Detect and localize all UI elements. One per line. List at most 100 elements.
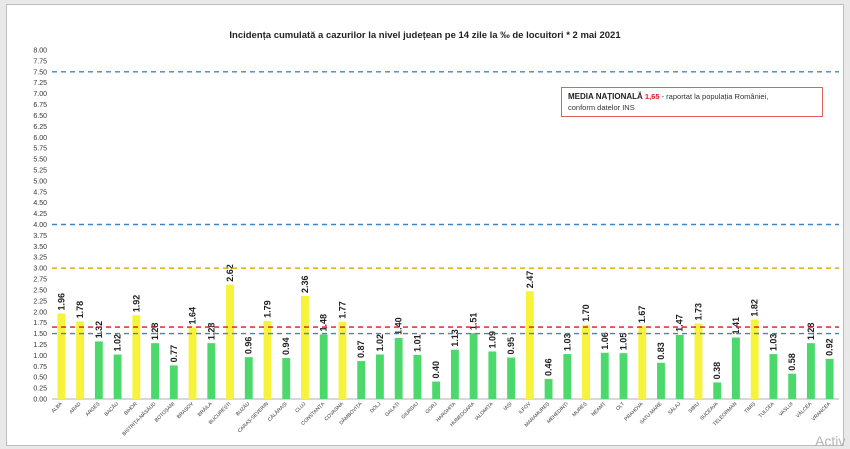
- bar-value-label: 0.38: [712, 362, 722, 380]
- y-tick-label: 1.75: [33, 320, 47, 327]
- bar-value-label: 1.02: [113, 334, 123, 352]
- national-average-text-1: - raportat la populația României,: [659, 92, 769, 101]
- category-label: BIHOR: [123, 401, 139, 417]
- category-label: BISTRIȚA-NĂSĂUD: [121, 400, 158, 437]
- y-tick-label: 0.00: [33, 397, 47, 404]
- bar: [806, 343, 815, 399]
- y-tick-label: 1.00: [33, 353, 47, 360]
- bar-value-label: 0.92: [825, 338, 835, 356]
- bar: [338, 321, 347, 399]
- y-tick-label: 7.25: [33, 80, 47, 87]
- y-tick-label: 1.25: [33, 342, 47, 349]
- category-label: CĂLĂRAȘI: [266, 400, 288, 422]
- bar-value-label: 1.06: [600, 332, 610, 350]
- bar: [113, 354, 122, 399]
- chart-title: Incidența cumulată a cazurilor la nivel …: [229, 30, 621, 41]
- bar-value-label: 2.36: [300, 276, 310, 294]
- bar-value-label: 1.73: [693, 303, 703, 321]
- bar-value-label: 0.94: [281, 337, 291, 355]
- category-label: MUREȘ: [571, 401, 588, 418]
- y-tick-label: 3.50: [33, 244, 47, 251]
- national-average-value: 1,65: [644, 92, 660, 101]
- bar-value-label: 1.28: [806, 323, 816, 341]
- bar-value-label: 1.70: [581, 304, 591, 322]
- category-label: TULCEA: [758, 401, 777, 420]
- y-tick-label: 5.50: [33, 157, 47, 164]
- bar: [732, 337, 740, 399]
- bar-value-label: 2.62: [225, 264, 235, 282]
- bar-value-label: 1.05: [619, 333, 629, 351]
- category-label: OLT: [615, 401, 626, 412]
- bar: [169, 365, 178, 399]
- y-tick-label: 4.00: [33, 222, 47, 229]
- chart-frame: Incidența cumulată a cazurilor la nivel …: [6, 4, 846, 449]
- bar: [788, 373, 797, 399]
- category-label: ARAD: [68, 401, 82, 415]
- bar-value-label: 1.92: [131, 295, 141, 313]
- bar: [226, 284, 234, 399]
- y-tick-label: 7.50: [33, 69, 47, 76]
- category-label: VÂLCEA: [794, 400, 813, 419]
- bar: [544, 378, 553, 399]
- bar: [600, 352, 609, 399]
- y-tick-label: 6.00: [33, 135, 47, 142]
- bar-value-label: 1.01: [412, 334, 422, 352]
- category-label: CLUJ: [294, 401, 307, 414]
- bar-value-label: 0.83: [656, 342, 666, 360]
- y-tick-label: 1.50: [33, 331, 47, 338]
- bar: [282, 357, 291, 399]
- category-label: NEAMȚ: [591, 401, 608, 418]
- bar: [57, 313, 66, 399]
- category-label: GALAȚI: [384, 401, 401, 418]
- bar-value-label: 1.51: [469, 313, 479, 331]
- bar-value-label: 0.77: [169, 345, 179, 363]
- bar: [619, 353, 628, 399]
- category-label: SĂLAJ: [666, 400, 682, 416]
- category-label: BRĂILA: [196, 400, 214, 418]
- bar-value-label: 1.41: [731, 317, 741, 335]
- bar-value-label: 1.82: [750, 299, 760, 317]
- bar-value-label: 0.87: [356, 341, 366, 359]
- y-tick-label: 3.00: [33, 266, 47, 273]
- y-tick-label: 6.75: [33, 102, 47, 109]
- bar: [713, 382, 722, 399]
- bar: [319, 334, 328, 399]
- bar: [188, 327, 197, 399]
- category-label: BOTOȘANI: [154, 401, 176, 423]
- y-tick-label: 5.00: [33, 178, 47, 185]
- y-tick-label: 2.75: [33, 277, 47, 284]
- category-label: BACĂU: [103, 400, 120, 417]
- category-label: TIMIȘ: [743, 401, 757, 415]
- bar-value-label: 1.32: [94, 321, 104, 339]
- category-label: IALOMIȚA: [474, 401, 495, 422]
- bar-value-label: 1.28: [150, 323, 160, 341]
- bar: [432, 381, 441, 399]
- category-label: ALBA: [50, 401, 64, 415]
- y-tick-label: 8.00: [33, 48, 47, 55]
- category-label: ARGEȘ: [85, 401, 102, 418]
- y-tick-label: 4.25: [33, 211, 47, 218]
- y-tick-label: 2.00: [33, 309, 47, 316]
- bar: [563, 354, 572, 399]
- y-tick-label: 4.75: [33, 189, 47, 196]
- category-label: DOLJ: [369, 401, 383, 415]
- bar-value-label: 1.48: [319, 314, 329, 332]
- y-tick-label: 6.25: [33, 124, 47, 131]
- y-tick-label: 5.25: [33, 167, 47, 174]
- bar-value-label: 0.95: [506, 337, 516, 355]
- bar-value-label: 1.67: [637, 306, 647, 324]
- watermark-text: Activ: [815, 433, 846, 449]
- category-label: GORJ: [424, 401, 438, 415]
- bar-value-label: 1.96: [56, 293, 66, 311]
- bar: [132, 315, 141, 399]
- category-label: IAȘI: [503, 401, 514, 412]
- bar-value-label: 1.47: [675, 314, 685, 332]
- bar: [263, 320, 272, 399]
- bar: [675, 334, 684, 399]
- bar-value-label: 0.58: [787, 353, 797, 371]
- bar-value-label: 0.96: [244, 337, 254, 355]
- bar: [694, 323, 703, 399]
- bar: [301, 296, 309, 399]
- bar: [76, 321, 85, 399]
- bar: [151, 343, 159, 399]
